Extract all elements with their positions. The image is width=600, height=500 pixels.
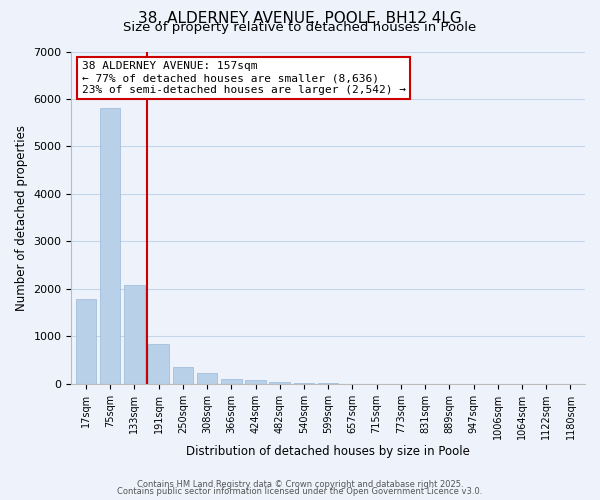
Text: Size of property relative to detached houses in Poole: Size of property relative to detached ho… bbox=[124, 22, 476, 35]
X-axis label: Distribution of detached houses by size in Poole: Distribution of detached houses by size … bbox=[186, 444, 470, 458]
Bar bbox=[100, 108, 121, 384]
Bar bbox=[173, 366, 193, 384]
Text: Contains HM Land Registry data © Crown copyright and database right 2025.: Contains HM Land Registry data © Crown c… bbox=[137, 480, 463, 489]
Bar bbox=[76, 299, 96, 384]
Bar bbox=[245, 380, 266, 384]
Text: 38 ALDERNEY AVENUE: 157sqm
← 77% of detached houses are smaller (8,636)
23% of s: 38 ALDERNEY AVENUE: 157sqm ← 77% of deta… bbox=[82, 62, 406, 94]
Bar bbox=[124, 285, 145, 384]
Y-axis label: Number of detached properties: Number of detached properties bbox=[15, 124, 28, 310]
Bar bbox=[221, 379, 242, 384]
Bar bbox=[197, 374, 217, 384]
Bar bbox=[269, 382, 290, 384]
Bar bbox=[293, 383, 314, 384]
Text: 38, ALDERNEY AVENUE, POOLE, BH12 4LG: 38, ALDERNEY AVENUE, POOLE, BH12 4LG bbox=[138, 11, 462, 26]
Bar bbox=[148, 344, 169, 384]
Text: Contains public sector information licensed under the Open Government Licence v3: Contains public sector information licen… bbox=[118, 487, 482, 496]
